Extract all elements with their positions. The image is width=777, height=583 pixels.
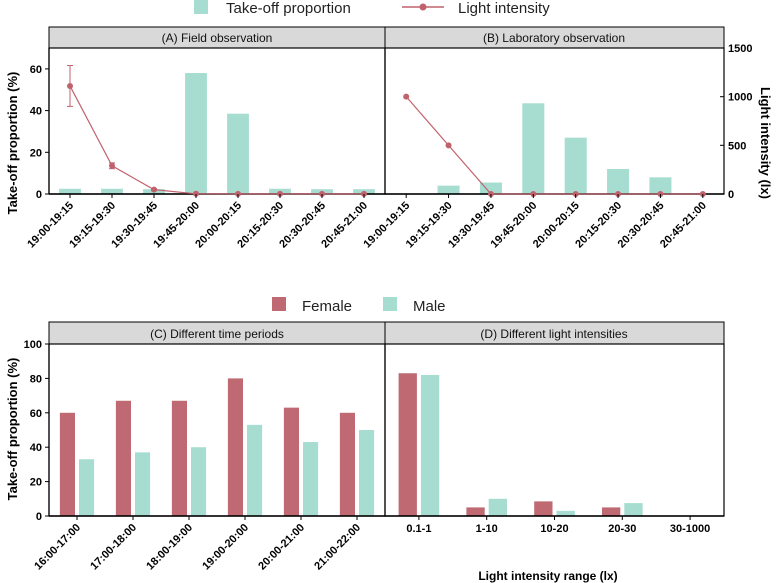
ytick-a-0: 0 <box>36 189 42 201</box>
bar-d-female-2 <box>534 501 553 516</box>
bar-a-0 <box>59 188 81 194</box>
bar-b-3 <box>522 103 545 194</box>
ylabel-right: Light intensity (lx) <box>758 87 773 199</box>
legend-bar-label: Take-off proportion <box>226 0 351 17</box>
ytick-b-500: 500 <box>728 140 746 152</box>
bar-c-female-5 <box>339 412 355 516</box>
bar-c-female-0 <box>59 412 75 516</box>
panel-a: (A) Field observation 19:00-19:1519:15-1… <box>25 26 386 251</box>
ytick-c-80: 80 <box>30 373 42 385</box>
xtick-d-3: 20-30 <box>608 523 636 535</box>
line-a <box>69 85 364 195</box>
ytick-c-60: 60 <box>30 408 42 420</box>
bar-a-4 <box>227 113 249 194</box>
bar-c-female-1 <box>115 400 131 516</box>
ytick-a-60: 60 <box>30 64 42 76</box>
xtick-c-1: 17:00-18:00 <box>88 522 139 573</box>
xtick-c-0: 16:00-17:00 <box>32 522 83 573</box>
bar-c-female-4 <box>283 407 299 516</box>
xtick-c-2: 18:00-19:00 <box>144 522 195 573</box>
ytick-a-40: 40 <box>30 106 42 118</box>
panel-d: (D) Different light intensities 0.1-1 1-1… <box>384 321 725 535</box>
point-a-6 <box>319 190 325 197</box>
ylabel-top: Take-off proportion (%) <box>5 72 20 215</box>
legend-line-marker <box>419 3 427 11</box>
xtick-c-4: 20:00-21:00 <box>256 522 307 573</box>
xlabel-d: Light intensity range (lx) <box>478 569 617 583</box>
legend-bar-swatch <box>194 0 208 14</box>
ytick-c-40: 40 <box>30 442 42 454</box>
ytick-c-20: 20 <box>30 477 42 489</box>
bar-c-male-2 <box>191 447 207 516</box>
point-a-7 <box>361 190 367 197</box>
bar-b-1 <box>437 185 460 194</box>
bar-d-male-0 <box>420 374 440 516</box>
panel-c-frame <box>48 343 386 517</box>
bar-c-female-2 <box>171 400 187 516</box>
legend-female-swatch <box>272 297 286 311</box>
bar-c-male-3 <box>247 424 263 516</box>
ytick-a-20: 20 <box>30 147 42 159</box>
point-b-0 <box>403 93 410 100</box>
panel-b: (B) Laboratory observation 19:00-19:1519… <box>361 26 725 251</box>
xtick-d-0: 0.1-1 <box>406 523 431 535</box>
xtick-c-3: 19:00-20:00 <box>200 522 251 573</box>
bar-d-male-1 <box>488 498 508 516</box>
bar-a-3 <box>185 73 207 194</box>
xtick-d-1: 1-10 <box>476 523 498 535</box>
ytick-b-1000: 1000 <box>728 92 752 104</box>
bar-b-2 <box>479 182 502 194</box>
point-a-1 <box>109 162 115 169</box>
xtick-c-5: 21:00-22:00 <box>312 522 363 573</box>
ylabel-bottom: Take-off proportion (%) <box>5 358 20 501</box>
point-a-5 <box>277 190 283 197</box>
legend-male-label: Male <box>413 298 446 315</box>
bar-b-4 <box>564 137 587 194</box>
panel-d-title: (D) Different light intensities <box>480 327 627 341</box>
line-b <box>405 96 703 195</box>
bar-d-female-3 <box>601 507 621 516</box>
panel-b-title: (B) Laboratory observation <box>483 31 625 45</box>
panel-b-frame <box>384 47 725 195</box>
ytick-b-1500: 1500 <box>728 43 752 55</box>
bar-d-female-0 <box>398 373 417 516</box>
panel-c: (C) Different time periods 16:00-17:00 17… <box>32 321 386 573</box>
bar-c-male-0 <box>79 459 95 516</box>
legend-male-swatch <box>383 297 397 311</box>
ytick-c-100: 100 <box>24 339 42 351</box>
legend-female-label: Female <box>302 298 352 315</box>
axis-b-right: 0 500 1000 1500 <box>720 43 752 201</box>
bar-c-male-4 <box>303 442 319 516</box>
bar-d-male-2 <box>556 510 575 516</box>
panel-a-title: (A) Field observation <box>162 31 273 45</box>
panel-c-title: (C) Different time periods <box>150 327 284 341</box>
point-a-3 <box>193 190 199 197</box>
axis-a-left: 0 20 40 60 <box>30 48 50 201</box>
panel-a-frame <box>48 47 386 195</box>
bar-d-male-3 <box>624 503 643 516</box>
legend-top: Take-off proportion Light intensity <box>194 0 550 17</box>
bar-b-6 <box>649 177 672 194</box>
point-a-2 <box>151 186 157 193</box>
xtick-d-4: 30-1000 <box>670 523 710 535</box>
bar-d-female-1 <box>466 507 485 516</box>
axis-c-left: 0 20 40 60 80 100 <box>24 339 50 523</box>
bar-c-female-3 <box>227 378 243 516</box>
legend-line-label: Light intensity <box>458 0 550 17</box>
bar-b-5 <box>607 168 630 194</box>
legend-bottom: Female Male <box>272 297 446 315</box>
point-a-4 <box>235 190 241 197</box>
bar-c-male-1 <box>135 452 151 516</box>
ytick-c-0: 0 <box>36 511 42 523</box>
bar-a-1 <box>101 188 123 194</box>
ytick-b-0: 0 <box>728 189 734 201</box>
point-b-1 <box>445 142 452 149</box>
xtick-d-2: 10-20 <box>540 523 568 535</box>
point-a-0 <box>67 82 73 89</box>
bar-c-male-5 <box>359 430 375 516</box>
